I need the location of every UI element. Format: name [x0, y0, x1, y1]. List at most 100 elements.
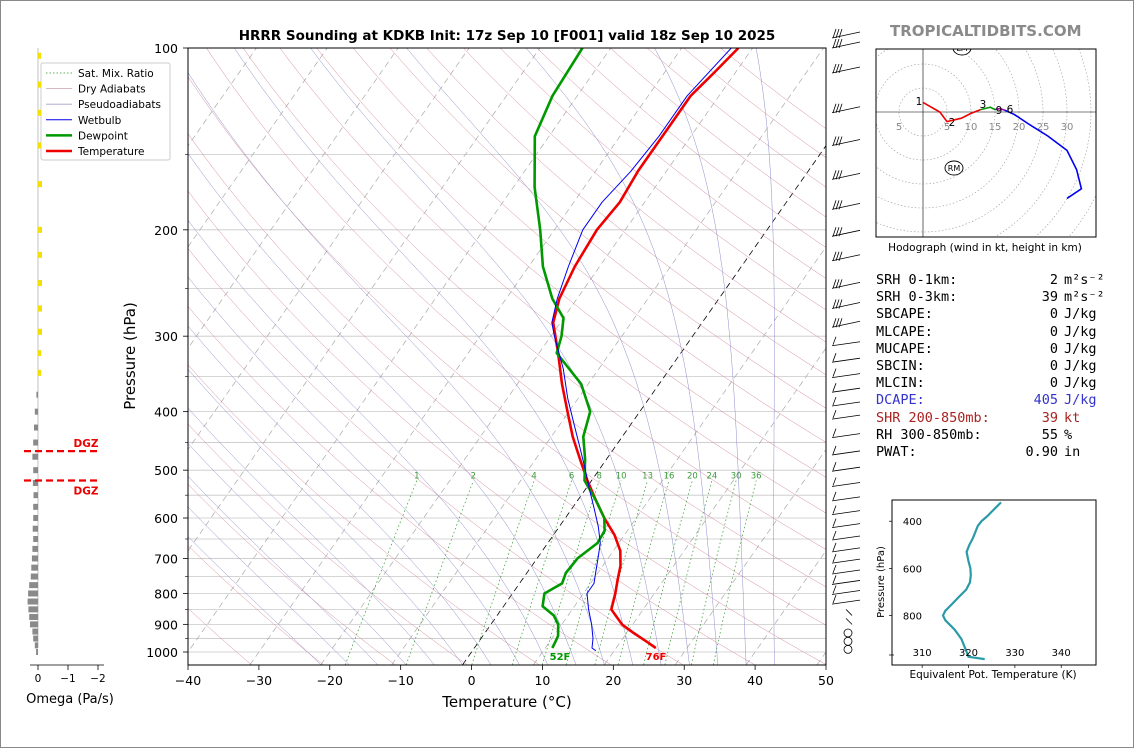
parameter-label: SRH 0-1km:	[876, 272, 958, 288]
thetae-xtick: 310	[913, 648, 932, 659]
moisture-mark	[38, 109, 41, 116]
skewt-xlabel: Temperature (°C)	[441, 693, 571, 711]
parameter-unit: in	[1064, 444, 1081, 461]
wind-barb	[831, 318, 861, 328]
isotherm	[188, 48, 399, 349]
parameter-unit: J/kg	[1064, 375, 1097, 392]
isotherm	[188, 48, 541, 552]
wind-barb	[831, 491, 861, 502]
omega-bar	[33, 535, 38, 542]
mixing-ratio-label: 20	[687, 471, 698, 481]
moisture-mark	[38, 305, 42, 312]
ytick-label: 400	[154, 405, 178, 420]
parameter-unit: kt	[1064, 409, 1081, 426]
moisture-mark	[38, 226, 42, 233]
hodograph-height-label: 6	[1007, 104, 1014, 116]
surface-dewpoint-label: 52F	[550, 652, 571, 663]
dry-adiabat	[188, 423, 468, 665]
dgz-label: DGZ	[74, 485, 99, 497]
wind-barb	[831, 396, 861, 407]
omega-bar	[32, 453, 38, 460]
moisture-mark	[38, 52, 41, 59]
ytick-label: 100	[154, 41, 178, 56]
isotherm	[320, 48, 754, 665]
series-wetbulb	[551, 48, 732, 652]
thetae-xtick: 330	[1005, 648, 1024, 659]
omega-xtick: −2	[90, 673, 105, 685]
skewt-axes-frame	[187, 47, 827, 666]
dry-adiabat	[188, 607, 252, 665]
dry-adiabat	[242, 48, 826, 550]
skewt-axes: 76F 52F −40 −30 −20 −10 0 10 20 30 40 50 100 200 300 40…	[146, 41, 834, 688]
omega-bar	[32, 479, 38, 486]
mixing-ratio-label: 10	[616, 471, 627, 481]
wind-barb	[831, 585, 861, 595]
mixing-ratio-label: 1	[414, 471, 419, 481]
hodograph-segment	[922, 101, 981, 123]
moisture-mark	[38, 181, 42, 188]
omega-bar	[36, 649, 38, 655]
parameter-row: DCAPE: 405 J/kg	[876, 392, 1106, 409]
xtick-label: 0	[468, 673, 476, 688]
hodograph-height-label: 1	[916, 96, 923, 108]
parameter-unit: J/kg	[1064, 340, 1097, 357]
skewt-background-lines: 1 2 4 6 8 10 13 16 20 24 30 36	[188, 48, 826, 665]
ytick-label: 600	[154, 511, 178, 526]
ytick-label: 700	[154, 551, 178, 566]
omega-xtick: −1	[60, 673, 75, 685]
wind-barb	[831, 594, 861, 605]
wind-barbs	[831, 28, 861, 654]
parameter-row: SBCIN: 0 J/kg	[876, 358, 1106, 375]
hodograph-ring-label: 20	[1013, 122, 1026, 133]
legend-entry: Dewpoint	[78, 130, 128, 142]
omega-bar	[30, 573, 38, 580]
omega-bar	[29, 582, 38, 589]
skewt-ylabel: Pressure (hPa)	[121, 302, 139, 410]
series-temperature	[551, 48, 740, 650]
thetae-line	[941, 501, 1002, 661]
hodograph-trace: 1 2 3 69 LM RM	[916, 49, 1083, 200]
moist-adiabat	[525, 48, 719, 665]
moist-adiabat	[188, 536, 321, 665]
parameter-label: SHR 200-850mb:	[876, 409, 990, 426]
moist-adiabat	[188, 407, 435, 665]
wind-barb	[845, 618, 853, 625]
parameter-label: SRH 0-3km:	[876, 289, 958, 306]
moist-adiabat	[188, 152, 577, 665]
omega-bar	[27, 598, 38, 605]
parameter-label: SBCIN:	[876, 358, 925, 375]
isotherm	[462, 144, 826, 665]
dry-adiabat	[279, 48, 826, 514]
parameter-row: SHR 200-850mb: 39 kt	[876, 410, 1106, 427]
thetae-ytick: 600	[903, 564, 922, 575]
chart-title: HRRR Sounding at KDKB Init: 17z Sep 10 […	[239, 28, 776, 44]
moisture-mark	[38, 328, 42, 335]
moisture-mark	[38, 369, 41, 376]
parameter-value: 0	[1049, 323, 1058, 340]
parameter-label: RH 300-850mb:	[876, 426, 982, 443]
legend-entry: Dry Adiabats	[78, 84, 146, 96]
parameter-unit: J/kg	[1064, 358, 1097, 375]
moist-adiabat	[654, 48, 747, 665]
omega-bar	[30, 621, 38, 628]
xtick-label: 20	[605, 673, 621, 688]
omega-bar	[28, 590, 38, 597]
mixing-ratio-label: 24	[706, 471, 717, 481]
omega-bar	[32, 628, 38, 635]
parameter-label: DCAPE:	[876, 392, 925, 409]
moist-adiabat	[188, 506, 350, 665]
ytick-label: 300	[154, 329, 178, 344]
skewt-series	[533, 48, 740, 652]
xtick-label: 30	[676, 673, 692, 688]
parameter-value: 0.90	[1025, 444, 1058, 461]
mixing-ratio-label: 6	[569, 471, 574, 481]
omega-bar	[34, 642, 38, 649]
storm-motion-label: RM	[948, 164, 961, 173]
mixing-ratio-label: 2	[471, 471, 476, 481]
dry-adiabat	[316, 48, 826, 478]
omega-bar	[33, 492, 38, 499]
parameter-value: 39	[1041, 409, 1058, 426]
parameter-value: 0	[1049, 375, 1058, 392]
moist-adiabat	[188, 276, 520, 665]
